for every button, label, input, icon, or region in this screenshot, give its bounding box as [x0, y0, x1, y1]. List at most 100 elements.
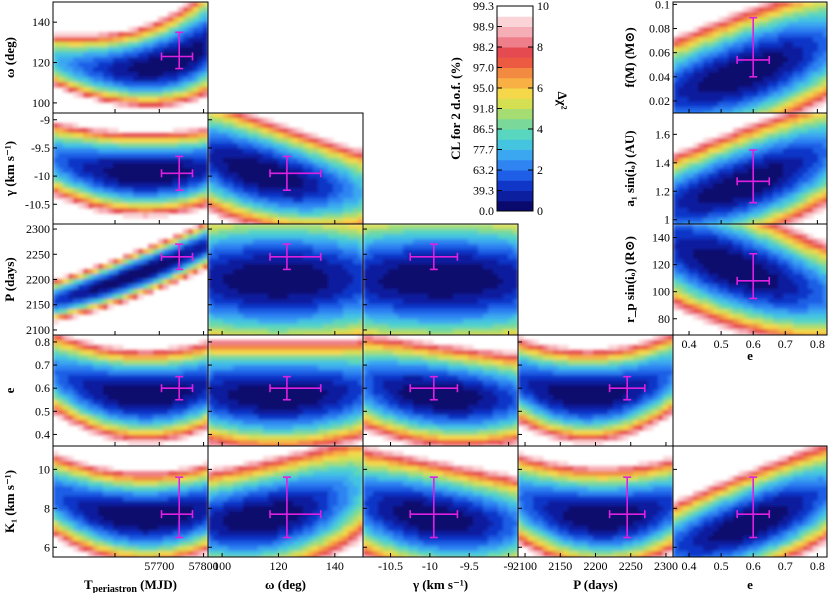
colorbar-chi2-tick: 0 [537, 204, 543, 218]
panel-omega-P [207, 223, 364, 336]
ylabel-a1: a₁ sin(iₒ) (AU) [622, 130, 637, 206]
colorbar-segment [497, 6, 533, 17]
tick-label: 0.06 [649, 46, 670, 60]
ylabel-P: P (days) [2, 257, 17, 301]
panel-e-K1 [672, 445, 828, 558]
panel-T-K1 [52, 445, 209, 558]
colorbar-segment [497, 170, 533, 181]
best-fit-errorbar [409, 476, 459, 539]
tick-label: 1.4 [655, 156, 670, 170]
panel-T-P [52, 223, 209, 336]
best-fit-errorbar [736, 149, 771, 204]
colorbar-right-label: Δχ² [555, 91, 570, 109]
best-fit-errorbar [736, 476, 771, 539]
tick-label: -10.5 [378, 559, 403, 573]
tick-label: 0.6 [746, 337, 761, 351]
tick-label: 0.7 [778, 337, 793, 351]
tick-label: 6 [44, 540, 50, 554]
tick-label: 0.8 [35, 335, 50, 349]
ylabel-omega: ω (deg) [2, 37, 17, 78]
panel-gamma-e [362, 334, 519, 447]
colorbar-segment [497, 118, 533, 130]
colorbar-segment [497, 108, 533, 120]
tick-label: 100 [213, 559, 231, 573]
tick-label: 0.1 [655, 0, 670, 11]
xlabel-e-right: e [747, 348, 753, 363]
tick-label: 0.5 [714, 337, 729, 351]
tick-label: 120 [269, 559, 287, 573]
tick-label: 100 [652, 285, 670, 299]
colorbar-segment [497, 57, 533, 68]
colorbar-cl-tick: 98.9 [473, 20, 494, 34]
colorbar-cl-tick: 86.5 [473, 122, 494, 136]
colorbar-segment [497, 149, 533, 161]
panels-group [52, 1, 828, 558]
panel-gamma-K1 [362, 445, 519, 558]
panel-T-e [52, 334, 209, 447]
tick-label: 0.5 [35, 404, 50, 418]
panel-e-a1 [672, 112, 828, 225]
colorbar-chi2-tick: 10 [537, 0, 549, 13]
tick-label: 0.4 [682, 559, 697, 573]
colorbar-segment [497, 26, 533, 38]
colorbar-cl-tick: 99.3 [473, 0, 494, 13]
colorbar-segment [497, 16, 533, 27]
tick-label: 2100 [513, 559, 537, 573]
tick-label: 2200 [584, 559, 608, 573]
tick-label: -9 [504, 559, 514, 573]
xlabel-omega: ω (deg) [265, 577, 306, 592]
best-fit-errorbar [409, 243, 459, 271]
colorbar-chi2-tick: 4 [537, 122, 543, 136]
colorbar-cl-tick: 0.0 [479, 204, 494, 218]
colorbar-chi2-tick: 8 [537, 40, 543, 54]
tick-label: -9.5 [460, 559, 479, 573]
tick-label: 1 [664, 213, 670, 227]
tick-label: 0.6 [746, 559, 761, 573]
colorbar-segment [497, 159, 533, 171]
colorbar-chi2-tick: 6 [537, 81, 543, 95]
tick-label: 2250 [26, 247, 50, 261]
tick-label: 1.2 [655, 184, 670, 198]
tick-label: 0.7 [35, 358, 50, 372]
tick-label: 0.8 [810, 337, 825, 351]
panel-e-fM [672, 1, 828, 114]
panel-frame [672, 445, 828, 558]
tick-label: 0.02 [649, 94, 670, 108]
tick-label: 120 [32, 56, 50, 70]
colorbar-cl-tick: 63.2 [473, 163, 494, 177]
tick-label: 57700 [144, 559, 174, 573]
tick-label: 120 [652, 258, 670, 272]
colorbar-cl-tick: 39.3 [473, 184, 494, 198]
tick-label: 57800 [189, 559, 219, 573]
colorbar-cl-tick: 98.2 [473, 40, 494, 54]
tick-label: 1.6 [655, 127, 670, 141]
tick-label: 0.6 [35, 381, 50, 395]
xlabel-T: Tperiastron (MJD) [84, 577, 177, 593]
ylabel-rp: r_p sin(iₒ) (R⊙) [622, 236, 637, 323]
colorbar-cl-tick: 77.7 [473, 143, 494, 157]
panel-P-K1 [517, 445, 674, 558]
colorbar-segment [497, 129, 533, 140]
tick-label: 140 [32, 15, 50, 29]
best-fit-errorbar [736, 16, 771, 78]
colorbar-segment [497, 180, 533, 191]
best-fit-errorbar [160, 155, 194, 191]
tick-label: 2300 [654, 559, 678, 573]
ylabel-fM: f(M) (M⊙) [622, 27, 637, 87]
best-fit-errorbar [409, 375, 459, 401]
ylabel-gamma: γ (km s⁻¹) [2, 141, 17, 197]
tick-label: 2150 [26, 298, 50, 312]
ylabel-e: e [2, 387, 17, 393]
xlabel-e: e [747, 577, 753, 592]
best-fit-errorbar [269, 243, 322, 271]
best-fit-errorbar [160, 476, 194, 539]
panel-T-omega [52, 1, 209, 114]
colorbar-segment [497, 67, 533, 79]
colorbar-segment [497, 77, 533, 89]
tick-label: -10 [34, 169, 50, 183]
colorbar-cl-tick: 91.8 [473, 102, 494, 116]
tick-label: 10 [38, 462, 50, 476]
colorbar-segment [497, 98, 533, 109]
panel-e-rp [672, 223, 828, 336]
